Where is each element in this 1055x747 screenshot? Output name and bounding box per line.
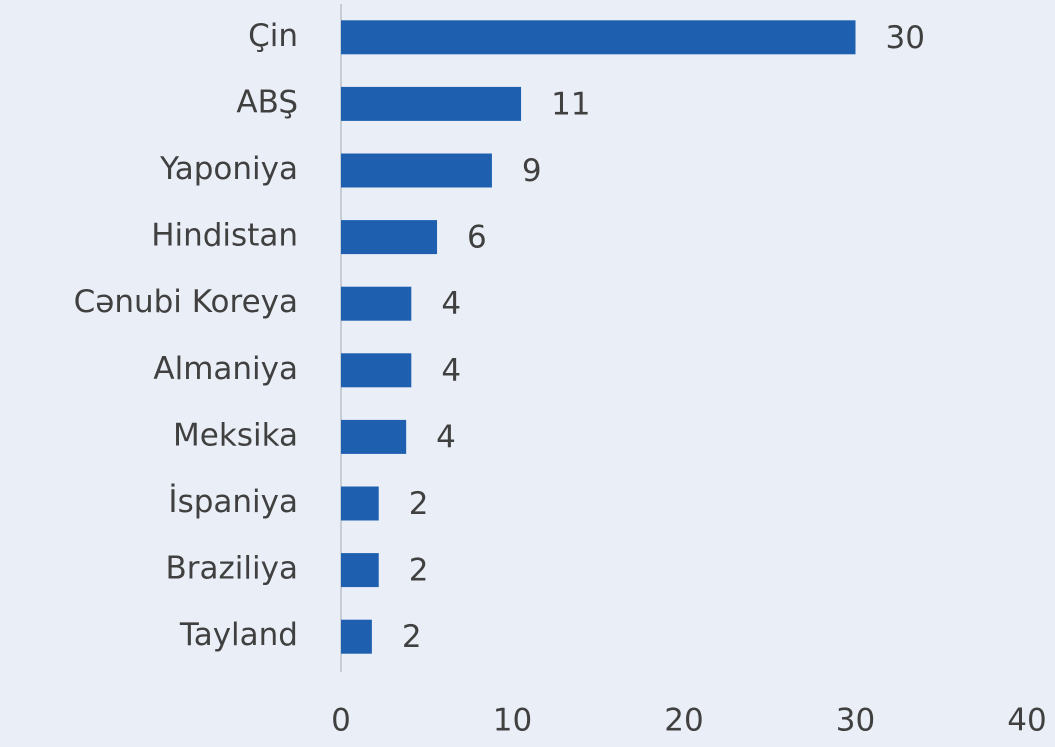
bar <box>341 86 522 121</box>
bar <box>341 419 407 454</box>
x-tick-label: 10 <box>493 703 532 739</box>
bar <box>341 153 492 188</box>
y-tick-label: Cənubi Koreya <box>74 284 298 320</box>
data-label: 4 <box>436 419 456 455</box>
x-tick-label: 30 <box>836 703 875 739</box>
bar <box>341 486 379 521</box>
y-tick-label: Braziliya <box>166 551 298 587</box>
x-tick-label: 20 <box>664 703 703 739</box>
data-label: 4 <box>441 353 461 389</box>
data-label: 9 <box>522 153 542 189</box>
y-tick-label: Tayland <box>179 617 298 653</box>
data-label: 4 <box>441 286 461 322</box>
x-tick-label: 0 <box>331 703 351 739</box>
y-tick-label: Almaniya <box>153 351 298 387</box>
data-label: 2 <box>402 619 422 655</box>
data-label: 11 <box>551 86 590 122</box>
bar <box>341 20 856 55</box>
y-tick-label: Meksika <box>173 417 298 453</box>
data-label: 30 <box>886 20 925 56</box>
x-tick-label: 40 <box>1007 703 1046 739</box>
bar <box>341 353 412 388</box>
data-label: 6 <box>467 220 487 256</box>
y-tick-label: Hindistan <box>151 218 298 254</box>
data-label: 2 <box>409 486 429 522</box>
y-tick-label: İspaniya <box>168 484 298 520</box>
bar <box>341 220 438 255</box>
y-tick-label: Çin <box>248 18 298 54</box>
data-label: 2 <box>409 553 429 589</box>
y-tick-label: Yaponiya <box>159 151 298 187</box>
bar <box>341 286 412 321</box>
bar <box>341 553 379 588</box>
bar <box>341 619 372 654</box>
y-tick-label: ABŞ <box>236 84 298 120</box>
